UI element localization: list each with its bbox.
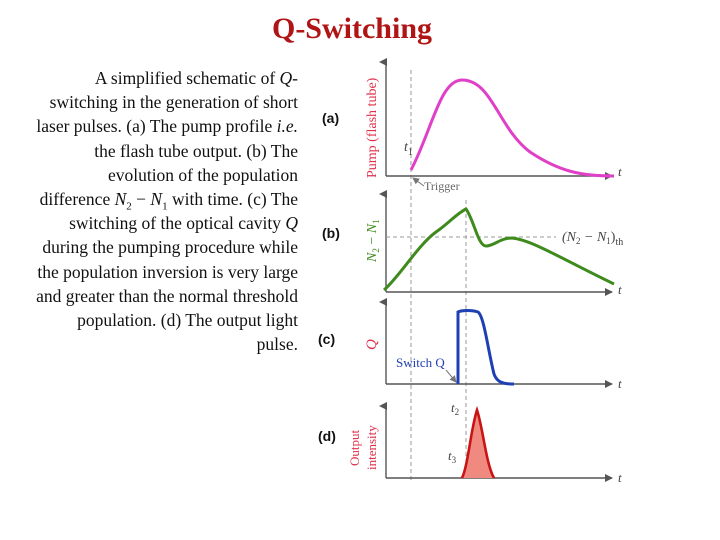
panel-d-label: (d) (318, 428, 336, 444)
caption-ie: i.e. (276, 116, 298, 137)
caption-minus: − (131, 189, 151, 210)
panel-d-y-axis-line1: Output (347, 430, 362, 467)
t2-label: t2 (451, 400, 459, 417)
t1-symbol: t (404, 140, 409, 155)
panel-c-y-axis-label: Q (364, 339, 380, 350)
output-pulse-fill (462, 410, 494, 478)
panel-c-t-label: t (618, 376, 622, 391)
caption-text-5: during the pumping procedure while the p… (36, 237, 298, 355)
threshold-label: (N2 − N1)th (562, 230, 623, 248)
caption-n1: N (150, 189, 163, 210)
t3-symbol: t (448, 448, 452, 463)
panel-b-y-axis-label: N2 − N1 (365, 219, 381, 263)
caption-text-2: -switching in the generation of short la… (36, 68, 298, 137)
cavity-q-curve (456, 309, 515, 386)
caption-n2: N (114, 189, 127, 210)
panel-a-t-label: t (618, 164, 622, 179)
caption-text-4: with time. (c) The switching of the opti… (69, 189, 298, 234)
trigger-label: Trigger (424, 179, 460, 193)
trigger-pointer (412, 177, 425, 187)
t3-label: t3 (448, 448, 457, 465)
panel-c: (c) Q Switch Q t (318, 298, 622, 391)
threshold-sub1: 1 (606, 236, 611, 246)
panel-a-y-axis-label: Pump (flash tube) (365, 77, 380, 178)
threshold-open: (N (562, 230, 577, 245)
panel-b-t-label: t (618, 282, 622, 297)
caption-n2-sub: 2 (126, 200, 132, 213)
output-pulse-curve (460, 405, 496, 479)
page-title: Q-Switching (271, 12, 433, 45)
threshold-th: th (615, 237, 623, 248)
population-difference-curve (383, 207, 615, 292)
panel-a-label: (a) (322, 110, 339, 126)
caption-n1-sub: 1 (162, 200, 168, 213)
n1-symbol: N (365, 223, 380, 234)
n2-subscript: 2 (371, 248, 381, 253)
t1-subscript: 1 (408, 147, 413, 158)
figure-caption: A simplified schematic of Q-switching in… (36, 66, 298, 356)
caption-text-1: A simplified schematic of (94, 68, 280, 88)
panel-d-y-axis-line2: intensity (364, 425, 379, 470)
threshold-close: ) (611, 230, 616, 245)
n1-subscript: 1 (371, 219, 381, 224)
n2-symbol: N (365, 252, 380, 263)
panel-d-t-label: t (618, 470, 622, 485)
t1-label: t1 (404, 140, 413, 158)
panel-c-label: (c) (318, 331, 335, 347)
panel-b-label: (b) (322, 225, 340, 241)
caption-q-symbol-2: Q (285, 213, 298, 234)
panel-d: (d) Output intensity t2 t3 t (318, 400, 622, 485)
t2-symbol: t (451, 400, 455, 415)
threshold-minus: − N (581, 230, 607, 245)
pump-curve (409, 78, 615, 178)
switch-q-pointer (445, 369, 457, 383)
panel-b: (b) N2 − N1 (N2 − N1)th t (322, 190, 623, 297)
switch-q-label: Switch Q (396, 355, 445, 370)
caption-q-symbol: Q (279, 68, 293, 88)
t3-subscript: 3 (452, 455, 457, 465)
minus-sign: − (365, 233, 380, 248)
t2-subscript: 2 (455, 407, 460, 417)
caption-text-3: the flash tube output. (b) The evolution… (39, 140, 298, 210)
panel-a: (a) Pump (flash tube) t1 Trigger t (322, 58, 622, 193)
threshold-sub2: 2 (576, 236, 581, 246)
